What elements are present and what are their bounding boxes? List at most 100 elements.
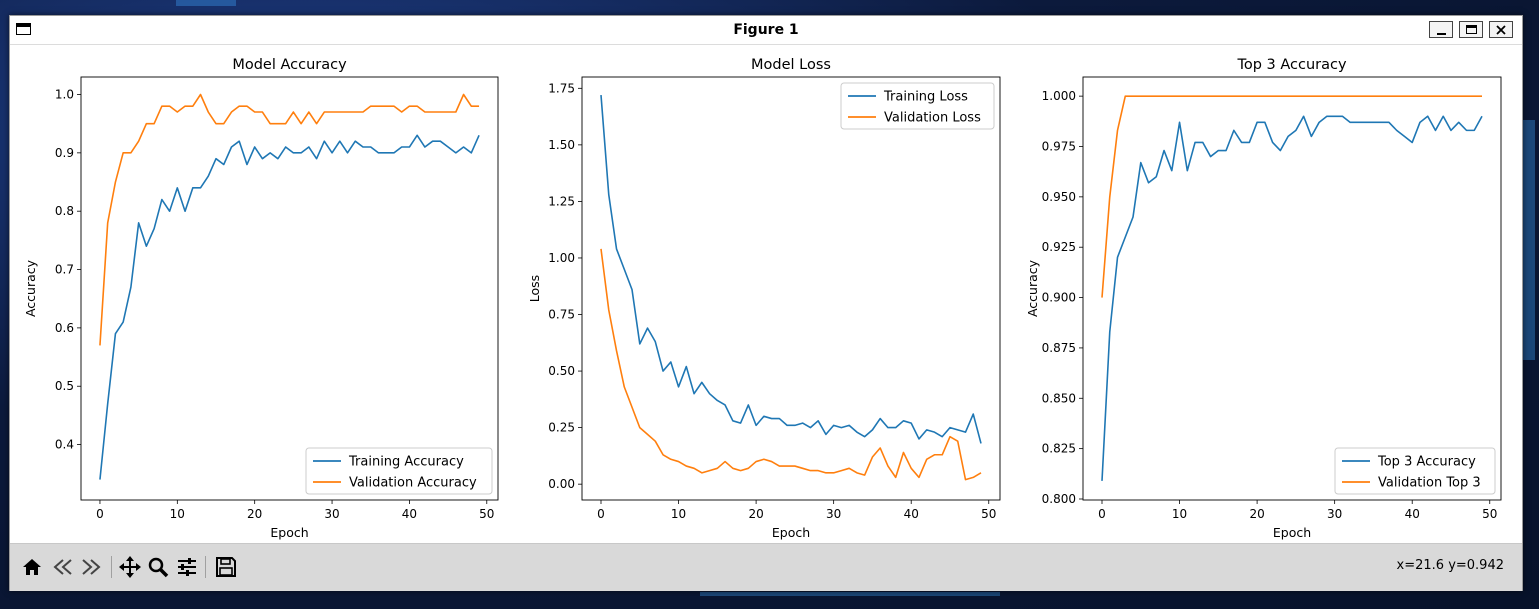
y-tick-label: 0.4 — [55, 438, 74, 452]
series-line-1 — [601, 95, 981, 443]
configure-subplots-button[interactable] — [174, 554, 200, 580]
y-tick-label: 0.850 — [1042, 391, 1076, 405]
y-tick-label: 1.000 — [1042, 89, 1076, 103]
y-tick-label: 1.0 — [55, 88, 74, 102]
pan-button[interactable] — [117, 554, 143, 580]
y-tick-label: 0.825 — [1042, 442, 1076, 456]
figure-canvas[interactable]: Model Accuracy 0 10 20 30 40 50 0.4 0.5 0.6 0.7 0.8… — [10, 45, 1522, 543]
y-tick-label: 0.6 — [55, 321, 74, 335]
series-line-2 — [1102, 96, 1482, 297]
y-tick-label: 0.925 — [1042, 240, 1076, 254]
y-tick-label: 0.800 — [1042, 492, 1076, 506]
y-tick-label: 0.00 — [548, 477, 575, 491]
y-tick-label: 0.75 — [548, 308, 575, 322]
y-tick-label: 0.8 — [55, 204, 74, 218]
y-tick-label: 0.875 — [1042, 341, 1076, 355]
pan-icon — [118, 555, 142, 579]
series-line-2 — [601, 249, 981, 480]
x-tick-label: 10 — [671, 507, 686, 521]
y-axis-label: Loss — [527, 275, 542, 302]
legend-label-1: Training Accuracy — [348, 455, 464, 470]
close-button[interactable] — [1489, 21, 1513, 38]
subplot-2: Model Loss 0 10 20 30 40 50 0.00 0.25 0.50 0.75 1.0… — [527, 57, 1000, 540]
navigation-toolbar: x=21.6 y=0.942 — [10, 543, 1522, 591]
x-axis-label: Epoch — [1273, 525, 1311, 540]
subplot-1: Model Accuracy 0 10 20 30 40 50 0.4 0.5 0.6 0.7 0.8… — [23, 57, 498, 540]
y-axis-label: Accuracy — [1025, 259, 1040, 317]
back-arrow-icon — [51, 556, 73, 578]
configure-subplots-icon — [176, 556, 198, 578]
forward-arrow-icon — [81, 556, 103, 578]
x-tick-label: 0 — [597, 507, 605, 521]
forward-button[interactable] — [79, 554, 105, 580]
x-tick-label: 20 — [1249, 507, 1264, 521]
axes-frame — [582, 77, 1000, 500]
subplot-title: Top 3 Accuracy — [1236, 57, 1347, 73]
y-tick-label: 0.9 — [55, 146, 74, 160]
x-tick-label: 30 — [826, 507, 841, 521]
legend-label-2: Validation Top 3 — [1378, 476, 1481, 491]
close-icon — [1496, 25, 1506, 35]
y-tick-label: 0.900 — [1042, 291, 1076, 305]
background-glow — [700, 592, 1000, 596]
home-button[interactable] — [19, 554, 45, 580]
legend: Training Accuracy Validation Accuracy — [306, 448, 492, 494]
zoom-button[interactable] — [145, 554, 171, 580]
x-tick-label: 30 — [1327, 507, 1342, 521]
legend-label-2: Validation Loss — [884, 111, 981, 126]
x-tick-label: 50 — [1482, 507, 1497, 521]
y-tick-label: 0.50 — [548, 364, 575, 378]
x-tick-label: 50 — [479, 507, 494, 521]
series-line-1 — [1102, 116, 1482, 481]
minimize-icon — [1437, 33, 1446, 35]
legend-label-2: Validation Accuracy — [349, 476, 477, 491]
zoom-icon — [147, 556, 169, 578]
home-icon — [21, 556, 43, 578]
subplot-3: Top 3 Accuracy 0 10 20 30 40 50 0.800 0.825 0.850… — [1025, 57, 1501, 540]
y-tick-label: 0.950 — [1042, 190, 1076, 204]
legend: Top 3 Accuracy Validation Top 3 — [1335, 448, 1495, 494]
y-tick-label: 1.50 — [548, 138, 575, 152]
axes-frame — [1083, 77, 1501, 500]
y-tick-label: 0.975 — [1042, 139, 1076, 153]
toolbar-separator — [111, 556, 112, 578]
maximize-button[interactable] — [1459, 21, 1483, 38]
background-glow — [1523, 120, 1535, 360]
title-bar[interactable]: Figure 1 — [10, 16, 1522, 45]
x-tick-label: 40 — [402, 507, 417, 521]
toolbar-separator — [205, 556, 206, 578]
save-button[interactable] — [213, 554, 239, 580]
x-axis-label: Epoch — [772, 525, 810, 540]
x-tick-label: 0 — [1098, 507, 1106, 521]
x-axis-label: Epoch — [270, 525, 308, 540]
y-axis-label: Accuracy — [23, 259, 38, 317]
y-tick-label: 1.75 — [548, 81, 575, 95]
x-tick-label: 40 — [904, 507, 919, 521]
subplot-title: Model Accuracy — [232, 57, 347, 73]
legend: Training Loss Validation Loss — [841, 83, 994, 129]
back-button[interactable] — [49, 554, 75, 580]
subplot-title: Model Loss — [751, 57, 831, 73]
cursor-coordinates: x=21.6 y=0.942 — [1397, 558, 1504, 573]
x-tick-label: 20 — [247, 507, 262, 521]
save-icon — [215, 556, 237, 578]
y-tick-label: 0.25 — [548, 421, 575, 435]
x-tick-label: 30 — [324, 507, 339, 521]
y-tick-label: 0.5 — [55, 379, 74, 393]
background-glow — [176, 0, 236, 6]
window-title: Figure 1 — [10, 22, 1522, 38]
y-tick-label: 1.00 — [548, 251, 575, 265]
x-tick-label: 20 — [748, 507, 763, 521]
figure-plots[interactable]: Model Accuracy 0 10 20 30 40 50 0.4 0.5 0.6 0.7 0.8… — [10, 45, 1522, 543]
figure-window: Figure 1 Model Accuracy 0 10 20 30 40 50 0.4 0.5… — [9, 15, 1523, 591]
y-tick-label: 0.7 — [55, 263, 74, 277]
legend-label-1: Top 3 Accuracy — [1377, 455, 1476, 470]
x-tick-label: 10 — [1172, 507, 1187, 521]
x-tick-label: 0 — [96, 507, 104, 521]
maximize-icon — [1466, 25, 1477, 34]
series-line-1 — [100, 135, 479, 479]
legend-label-1: Training Loss — [883, 90, 968, 105]
minimize-button[interactable] — [1429, 21, 1453, 38]
y-tick-label: 1.25 — [548, 194, 575, 208]
x-tick-label: 40 — [1405, 507, 1420, 521]
